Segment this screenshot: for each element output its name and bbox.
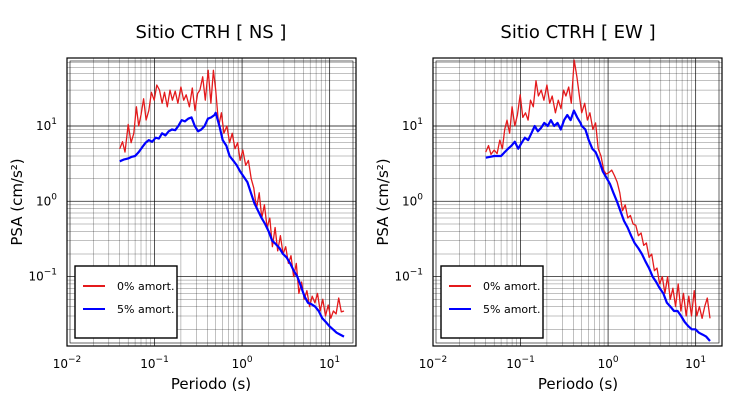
x-tick-exponent: −1 — [522, 355, 535, 365]
y-tick-base: 10 — [402, 194, 417, 208]
y-tick-base: 10 — [28, 270, 43, 284]
y-axis-label: PSA (cm/s²) — [374, 158, 392, 245]
plot-inner-frame — [435, 60, 720, 344]
x-tick-base: 10 — [598, 357, 613, 371]
x-tick-base: 10 — [140, 357, 155, 371]
legend: 0% amort. 5% amort. — [74, 265, 178, 339]
x-tick-label: 10−2 — [53, 355, 82, 371]
series-line-damped — [485, 109, 711, 342]
x-tick-label: 10−2 — [419, 355, 448, 371]
x-tick-exponent: −2 — [434, 355, 447, 365]
x-tick-base: 10 — [53, 357, 68, 371]
x-tick-exponent: −1 — [156, 355, 169, 365]
x-tick-label: 101 — [685, 355, 706, 371]
legend-label-damped: 5% amort. — [117, 303, 174, 316]
y-tick-label: 100 — [36, 192, 57, 208]
y-tick-exponent: 0 — [417, 192, 423, 202]
legend-box — [74, 265, 178, 339]
y-tick-base: 10 — [402, 119, 417, 133]
y-tick-exponent: 1 — [417, 117, 423, 127]
plot-inner-frame — [69, 60, 354, 344]
x-tick-base: 10 — [419, 357, 434, 371]
chart-title: Sitio CTRH [ NS ] — [136, 22, 287, 43]
plot-frame — [66, 57, 357, 347]
plot-frame — [432, 57, 723, 347]
x-tick-label: 10−1 — [140, 355, 169, 371]
x-tick-base: 10 — [319, 357, 334, 371]
y-tick-exponent: −1 — [410, 268, 423, 278]
series-line-undamped — [119, 69, 345, 319]
legend-label-undamped: 0% amort. — [483, 280, 540, 293]
y-tick-label: 101 — [36, 117, 57, 133]
y-tick-label: 10−1 — [394, 268, 423, 284]
x-axis-label: Periodo (s) — [538, 375, 618, 393]
x-tick-exponent: 1 — [334, 355, 340, 365]
series-line-damped — [119, 111, 345, 338]
x-tick-label: 100 — [598, 355, 619, 371]
y-tick-label: 100 — [402, 192, 423, 208]
y-tick-label: 10−1 — [28, 268, 57, 284]
legend: 0% amort. 5% amort. — [440, 265, 544, 339]
x-tick-exponent: 1 — [700, 355, 706, 365]
x-tick-base: 10 — [685, 357, 700, 371]
x-tick-exponent: −2 — [68, 355, 81, 365]
y-tick-base: 10 — [36, 194, 51, 208]
y-tick-exponent: −1 — [44, 268, 57, 278]
legend-label-undamped: 0% amort. — [117, 280, 174, 293]
x-axis-label: Periodo (s) — [171, 375, 251, 393]
x-tick-exponent: 0 — [613, 355, 619, 365]
legend-label-damped: 5% amort. — [483, 303, 540, 316]
y-axis-label: PSA (cm/s²) — [8, 158, 26, 245]
x-tick-label: 101 — [319, 355, 340, 371]
series-line-undamped — [485, 59, 711, 319]
y-tick-label: 101 — [402, 117, 423, 133]
y-tick-base: 10 — [36, 119, 51, 133]
x-tick-exponent: 0 — [247, 355, 253, 365]
legend-box — [440, 265, 544, 339]
y-tick-exponent: 1 — [51, 117, 57, 127]
y-tick-base: 10 — [394, 270, 409, 284]
x-tick-base: 10 — [232, 357, 247, 371]
x-tick-label: 100 — [232, 355, 253, 371]
y-tick-exponent: 0 — [51, 192, 57, 202]
x-tick-base: 10 — [506, 357, 521, 371]
chart-title: Sitio CTRH [ EW ] — [500, 22, 655, 43]
x-tick-label: 10−1 — [506, 355, 535, 371]
